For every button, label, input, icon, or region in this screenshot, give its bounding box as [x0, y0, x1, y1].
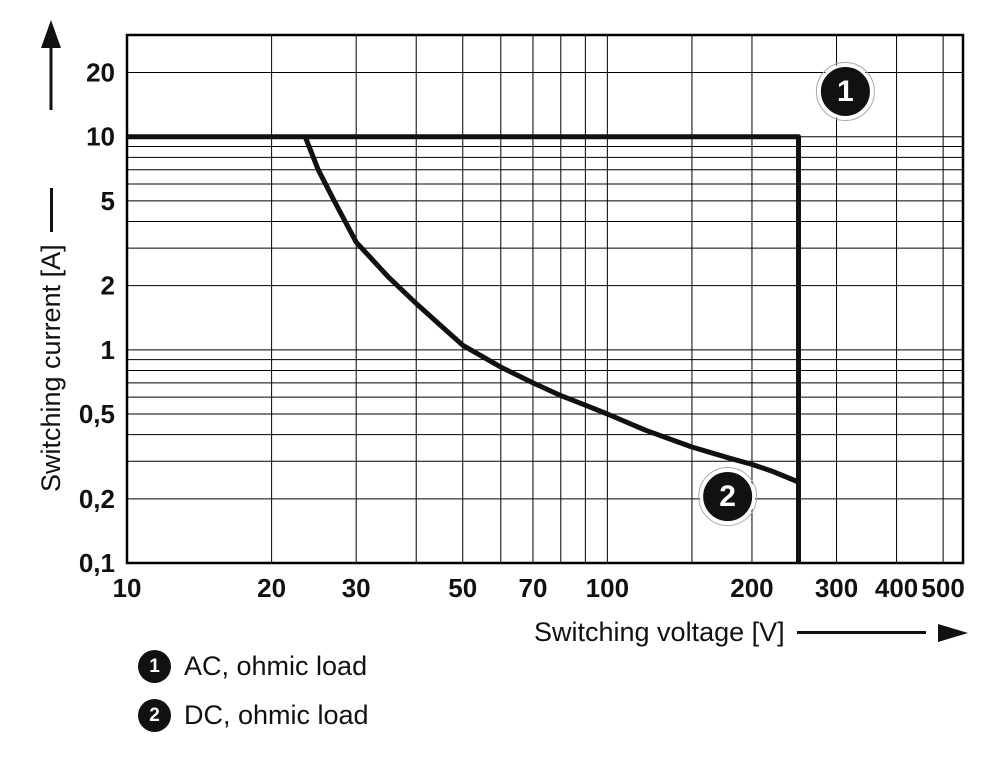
- y-axis-title: Switching current [A]: [36, 30, 67, 492]
- svg-text:10: 10: [113, 573, 142, 603]
- x-tick-labels: 10 20 30 50 70 100 200 300 400 500: [113, 573, 965, 603]
- series-line-ac: [127, 134, 801, 563]
- svg-text:0,5: 0,5: [79, 399, 115, 429]
- svg-text:0,2: 0,2: [79, 484, 115, 514]
- y-axis-title-text: Switching current [A]: [36, 244, 66, 492]
- svg-text:0,1: 0,1: [79, 548, 115, 578]
- legend-label-ac: AC, ohmic load: [184, 651, 368, 681]
- x-axis-arrow-icon: [938, 623, 968, 642]
- curve-marker-2-icon: 2: [698, 467, 758, 527]
- svg-text:300: 300: [815, 573, 858, 603]
- svg-text:1: 1: [101, 335, 115, 365]
- x-axis-title-text: Switching voltage [V]: [534, 617, 785, 647]
- svg-text:50: 50: [448, 573, 477, 603]
- series-line-dc: [302, 135, 800, 485]
- legend-marker-2-number: 2: [149, 704, 160, 726]
- svg-text:1: 1: [837, 75, 854, 108]
- svg-text:2: 2: [719, 480, 736, 513]
- plot-border: [125, 33, 965, 565]
- x-axis-title: Switching voltage [V]: [534, 617, 968, 648]
- legend-label-dc: DC, ohmic load: [184, 700, 369, 730]
- svg-text:5: 5: [101, 186, 115, 216]
- curve-marker-1-icon: 1: [815, 61, 875, 121]
- svg-text:100: 100: [586, 573, 629, 603]
- svg-text:20: 20: [86, 58, 115, 88]
- svg-text:200: 200: [730, 573, 773, 603]
- y-axis-arrow-icon: [41, 20, 61, 110]
- svg-text:70: 70: [518, 573, 547, 603]
- x-axis-arrow-line: [796, 631, 926, 634]
- legend-marker-1-icon: 1: [138, 650, 171, 683]
- svg-text:400: 400: [875, 573, 918, 603]
- svg-text:20: 20: [257, 573, 286, 603]
- y-tick-labels: 20 10 5 2 1 0,5 0,2 0,1: [79, 58, 115, 578]
- svg-text:500: 500: [921, 573, 964, 603]
- svg-text:30: 30: [342, 573, 371, 603]
- svg-text:10: 10: [86, 122, 115, 152]
- legend-item-ac: 1 AC, ohmic load: [138, 650, 369, 683]
- legend-marker-1-number: 1: [149, 655, 160, 677]
- y-axis-title-dash: [50, 188, 53, 233]
- svg-text:2: 2: [101, 271, 115, 301]
- legend-marker-2-icon: 2: [138, 699, 171, 732]
- legend-item-dc: 2 DC, ohmic load: [138, 699, 369, 732]
- legend: 1 AC, ohmic load 2 DC, ohmic load: [138, 650, 369, 732]
